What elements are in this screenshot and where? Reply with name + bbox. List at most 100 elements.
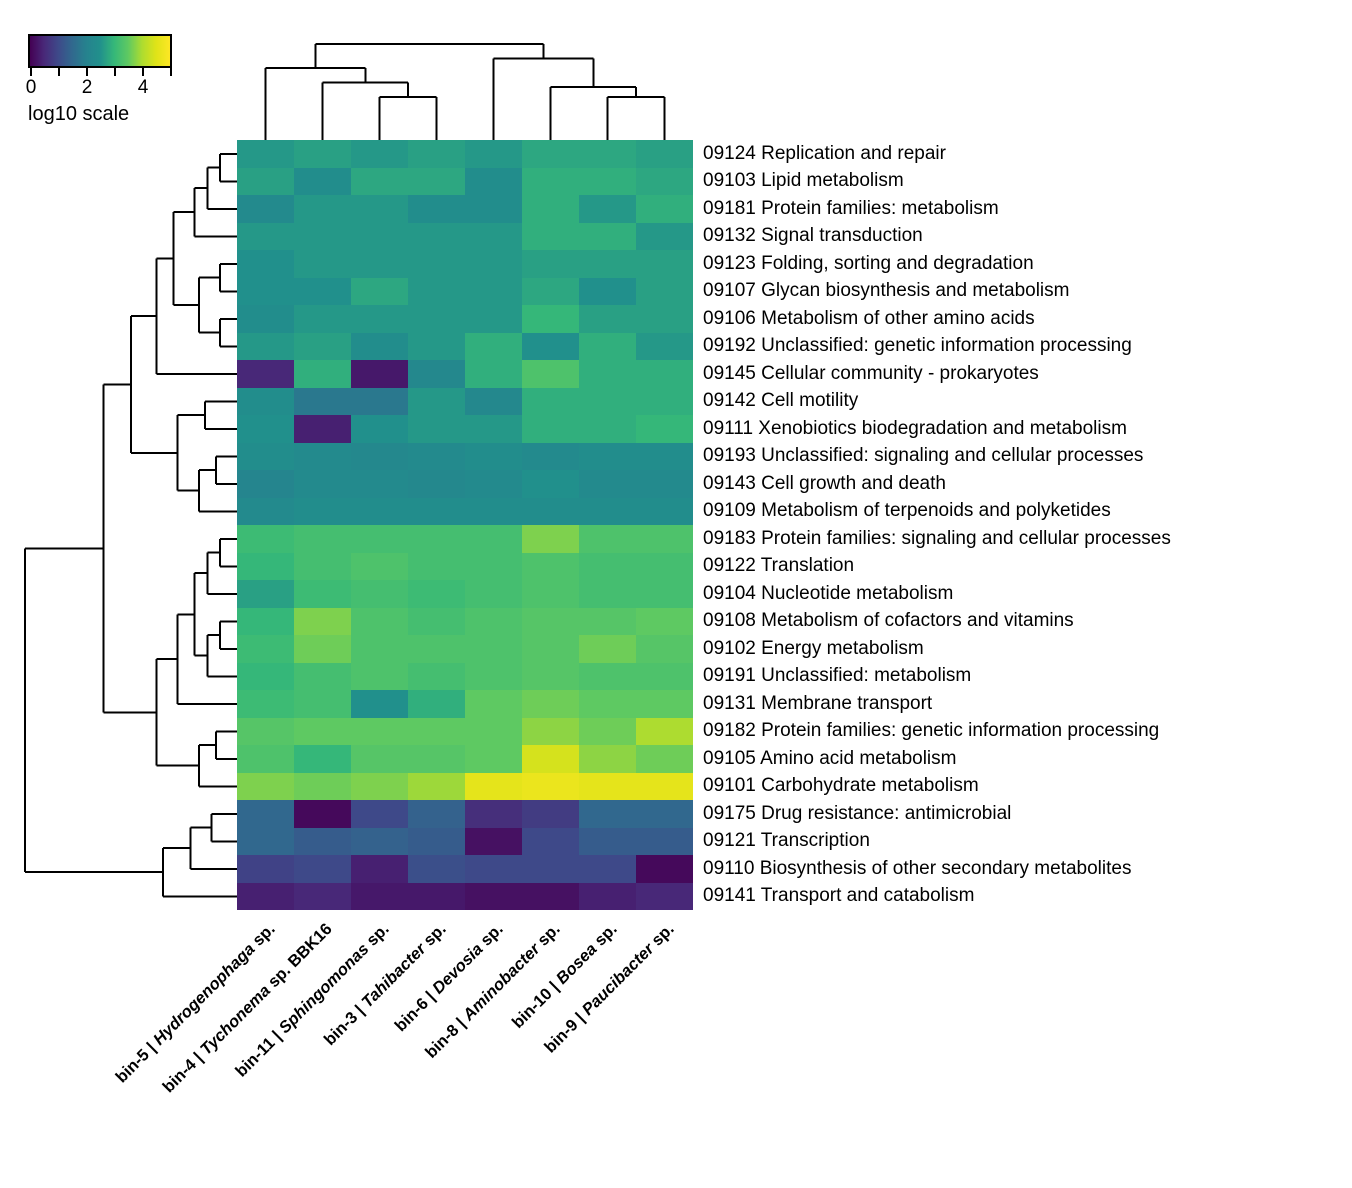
heatmap-cell xyxy=(465,305,522,333)
heatmap-cell xyxy=(579,745,636,773)
heatmap-cell xyxy=(522,442,579,470)
heatmap-cell xyxy=(522,497,579,525)
heatmap-cell xyxy=(351,387,408,415)
heatmap-cell xyxy=(636,167,693,195)
heatmap-cell xyxy=(522,387,579,415)
heatmap-cell xyxy=(237,717,294,745)
row-label: 09131 Membrane transport xyxy=(703,692,933,714)
heatmap-cell xyxy=(579,800,636,828)
heatmap-cell xyxy=(522,222,579,250)
heatmap-cell xyxy=(351,497,408,525)
heatmap-cell xyxy=(294,442,351,470)
heatmap-cell xyxy=(636,140,693,168)
row-label: 09122 Translation xyxy=(703,555,855,577)
heatmap-cell xyxy=(522,855,579,883)
heatmap-cell xyxy=(636,470,693,498)
heatmap-cell xyxy=(636,635,693,663)
heatmap-cell xyxy=(465,222,522,250)
heatmap-cell xyxy=(522,195,579,223)
heatmap-cell xyxy=(408,772,465,800)
row-label: 09108 Metabolism of cofactors and vitami… xyxy=(703,610,1074,632)
heatmap-cell xyxy=(351,195,408,223)
heatmap-cell xyxy=(465,360,522,388)
heatmap-cell xyxy=(579,855,636,883)
heatmap-cell xyxy=(351,552,408,580)
row-label: 09143 Cell growth and death xyxy=(703,472,946,494)
heatmap-cell xyxy=(294,882,351,910)
heatmap-cell xyxy=(636,277,693,305)
heatmap-cell xyxy=(465,607,522,635)
colorbar-tick xyxy=(114,68,116,76)
heatmap-cell xyxy=(351,745,408,773)
heatmap-cell xyxy=(408,140,465,168)
heatmap-cell xyxy=(636,855,693,883)
heatmap-cell xyxy=(579,717,636,745)
heatmap-cell xyxy=(465,332,522,360)
heatmap-cell xyxy=(408,745,465,773)
heatmap-cell xyxy=(408,800,465,828)
heatmap-cell xyxy=(408,277,465,305)
heatmap-cell xyxy=(522,415,579,443)
row-label: 09183 Protein families: signaling and ce… xyxy=(703,527,1171,549)
heatmap-cell xyxy=(351,882,408,910)
heatmap-cell xyxy=(465,195,522,223)
heatmap-cell xyxy=(237,635,294,663)
row-label: 09107 Glycan biosynthesis and metabolism xyxy=(703,280,1070,302)
heatmap-cell xyxy=(408,827,465,855)
row-label: 09109 Metabolism of terpenoids and polyk… xyxy=(703,500,1111,522)
heatmap-cell xyxy=(294,305,351,333)
heatmap-cell xyxy=(465,525,522,553)
heatmap-cell xyxy=(237,305,294,333)
heatmap-cell xyxy=(522,827,579,855)
row-label: 09105 Amino acid metabolism xyxy=(703,747,957,769)
heatmap-cell xyxy=(351,305,408,333)
heatmap-cell xyxy=(465,635,522,663)
heatmap-cell xyxy=(579,387,636,415)
heatmap-cell xyxy=(294,140,351,168)
heatmap-cell xyxy=(408,250,465,278)
heatmap-cell xyxy=(237,772,294,800)
heatmap-cell xyxy=(579,195,636,223)
heatmap-cell xyxy=(351,607,408,635)
colorbar-tick-label: 0 xyxy=(25,77,37,98)
heatmap-cell xyxy=(237,525,294,553)
heatmap-cell xyxy=(465,250,522,278)
heatmap-cell xyxy=(294,415,351,443)
heatmap-cell xyxy=(465,662,522,690)
heatmap xyxy=(237,140,693,910)
heatmap-cell xyxy=(408,305,465,333)
heatmap-cell xyxy=(351,250,408,278)
heatmap-cell xyxy=(351,717,408,745)
heatmap-cell xyxy=(579,690,636,718)
colorbar-tick-label: 4 xyxy=(137,77,149,98)
heatmap-cell xyxy=(579,552,636,580)
heatmap-cell xyxy=(237,690,294,718)
heatmap-cell xyxy=(294,552,351,580)
heatmap-cell xyxy=(351,360,408,388)
heatmap-cell xyxy=(351,140,408,168)
heatmap-cell xyxy=(636,305,693,333)
heatmap-cell xyxy=(636,800,693,828)
heatmap-cell xyxy=(351,662,408,690)
row-label: 09142 Cell motility xyxy=(703,390,859,412)
heatmap-cell xyxy=(294,800,351,828)
heatmap-cell xyxy=(522,470,579,498)
heatmap-cell xyxy=(408,470,465,498)
heatmap-cell xyxy=(465,415,522,443)
heatmap-cell xyxy=(522,250,579,278)
heatmap-cell xyxy=(579,305,636,333)
heatmap-cell xyxy=(408,497,465,525)
heatmap-cell xyxy=(522,717,579,745)
heatmap-cell xyxy=(522,360,579,388)
heatmap-cell xyxy=(351,332,408,360)
heatmap-cell xyxy=(294,580,351,608)
heatmap-cell xyxy=(408,855,465,883)
heatmap-cell xyxy=(579,415,636,443)
heatmap-cell xyxy=(465,855,522,883)
heatmap-cell xyxy=(522,332,579,360)
heatmap-cell xyxy=(237,222,294,250)
heatmap-cell xyxy=(522,305,579,333)
heatmap-cell xyxy=(294,607,351,635)
row-label: 09104 Nucleotide metabolism xyxy=(703,582,954,604)
